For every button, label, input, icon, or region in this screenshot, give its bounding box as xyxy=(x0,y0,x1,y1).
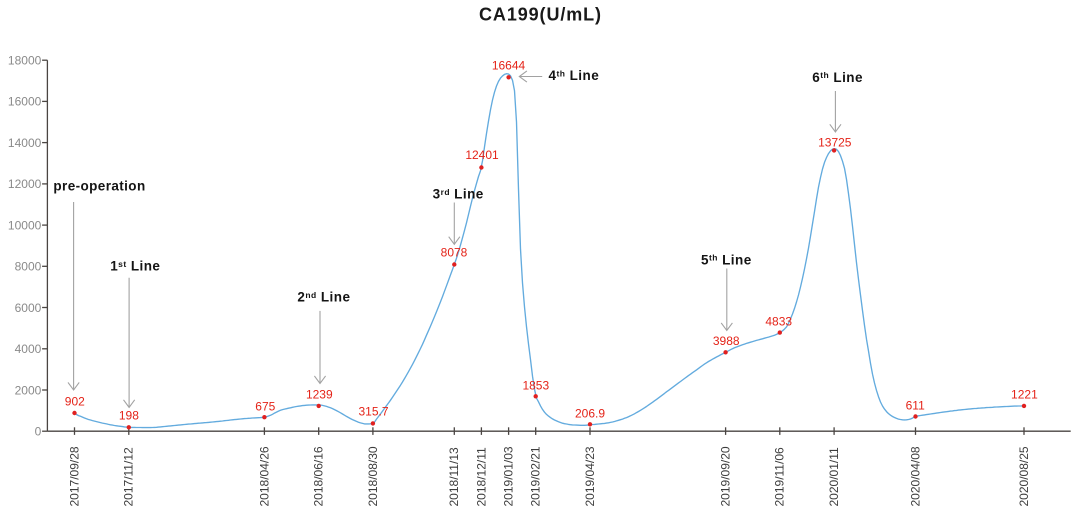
svg-text:2018/08/30: 2018/08/30 xyxy=(366,446,380,506)
svg-text:2017/09/28: 2017/09/28 xyxy=(67,446,81,506)
svg-text:16644: 16644 xyxy=(492,59,526,73)
svg-text:2018/04/26: 2018/04/26 xyxy=(257,446,271,506)
svg-text:14000: 14000 xyxy=(8,136,42,150)
svg-text:13725: 13725 xyxy=(818,135,852,149)
svg-text:4th Line: 4th Line xyxy=(549,68,600,83)
svg-text:2nd Line: 2nd Line xyxy=(297,289,350,304)
svg-text:1221: 1221 xyxy=(1011,387,1038,401)
svg-text:12401: 12401 xyxy=(465,148,499,162)
svg-text:1239: 1239 xyxy=(306,387,333,401)
svg-text:902: 902 xyxy=(65,394,85,408)
svg-text:3rd Line: 3rd Line xyxy=(433,187,484,202)
svg-text:8078: 8078 xyxy=(441,246,468,260)
svg-text:2020/08/25: 2020/08/25 xyxy=(1017,446,1031,506)
svg-text:2019/04/23: 2019/04/23 xyxy=(583,446,597,506)
svg-text:pre-operation: pre-operation xyxy=(53,179,145,194)
svg-text:3988: 3988 xyxy=(713,334,740,348)
svg-text:675: 675 xyxy=(255,400,275,414)
svg-text:1st Line: 1st Line xyxy=(110,259,160,274)
svg-text:315.7: 315.7 xyxy=(358,404,388,418)
svg-text:2019/01/03: 2019/01/03 xyxy=(502,446,516,506)
svg-text:16000: 16000 xyxy=(8,95,42,109)
svg-text:198: 198 xyxy=(119,408,139,422)
svg-text:2019/02/21: 2019/02/21 xyxy=(529,446,543,506)
svg-text:1853: 1853 xyxy=(522,379,549,393)
svg-text:2018/12/11: 2018/12/11 xyxy=(474,447,488,506)
svg-text:2018/06/16: 2018/06/16 xyxy=(312,446,326,506)
svg-text:6th Line: 6th Line xyxy=(812,70,863,85)
svg-text:10000: 10000 xyxy=(8,218,42,232)
svg-text:206.9: 206.9 xyxy=(575,406,605,420)
svg-text:4833: 4833 xyxy=(765,315,792,329)
svg-text:2019/11/06: 2019/11/06 xyxy=(773,447,787,506)
svg-text:4000: 4000 xyxy=(15,342,42,356)
svg-text:6000: 6000 xyxy=(15,301,42,315)
svg-text:8000: 8000 xyxy=(15,260,42,274)
svg-text:2020/04/08: 2020/04/08 xyxy=(908,446,922,506)
svg-text:2020/01/11: 2020/01/11 xyxy=(827,447,841,506)
svg-text:18000: 18000 xyxy=(8,54,42,68)
svg-text:2000: 2000 xyxy=(15,383,42,397)
svg-text:2019/09/20: 2019/09/20 xyxy=(719,446,733,506)
svg-text:12000: 12000 xyxy=(8,177,42,191)
svg-text:2017/11/12: 2017/11/12 xyxy=(122,447,136,506)
svg-text:0: 0 xyxy=(35,425,42,439)
svg-text:611: 611 xyxy=(906,398,925,412)
svg-text:CA199(U/mL): CA199(U/mL) xyxy=(479,5,602,25)
svg-text:5th Line: 5th Line xyxy=(701,252,752,267)
svg-text:2018/11/13: 2018/11/13 xyxy=(447,447,461,506)
